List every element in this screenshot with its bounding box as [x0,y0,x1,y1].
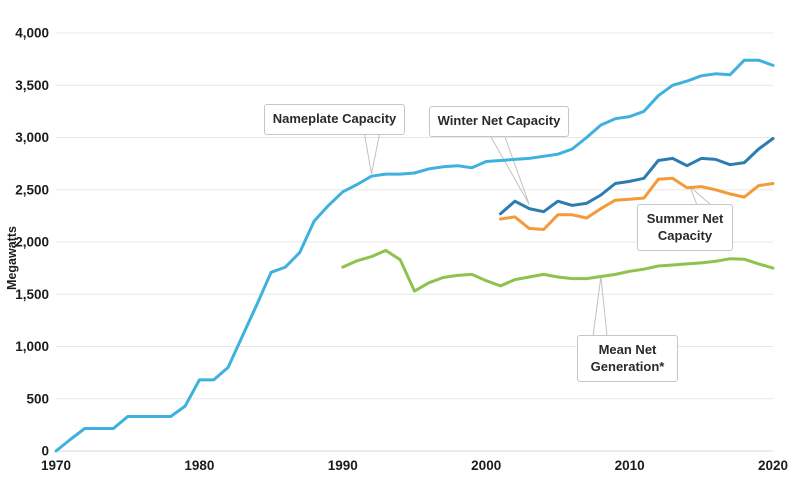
callout-winter-label: Winter Net Capacity [437,113,561,129]
y-tick-label: 500 [26,391,49,406]
y-tick-label: 1,500 [15,287,49,302]
callout-mean-net-generation: Mean Net Generation* [577,335,678,382]
y-tick-label: 2,500 [15,182,49,197]
y-tick-label: 3,500 [15,78,49,93]
callout-summer-net-capacity: Summer Net Capacity [637,204,733,251]
y-tick-label: 0 [41,444,49,459]
y-tick-label: 4,000 [15,26,49,41]
callout-leader-line [490,136,530,205]
x-tick-label: 1980 [184,458,214,473]
x-tick-label: 1970 [41,458,71,473]
callout-nameplate-capacity: Nameplate Capacity [264,104,405,135]
y-tick-label: 2,000 [15,235,49,250]
y-tick-label: 1,000 [15,339,49,354]
callout-winter-net-capacity: Winter Net Capacity [429,106,569,137]
x-tick-label: 2010 [615,458,645,473]
y-tick-label: 3,000 [15,130,49,145]
series-line-summer [499,176,775,231]
series-line-mean_generation [341,248,775,293]
callout-leader-line [364,133,380,175]
x-tick-label: 2000 [471,458,501,473]
y-axis-title: Megawatts [5,226,19,290]
callout-mean-label: Mean Net Generation* [590,342,665,374]
x-tick-label: 1990 [328,458,358,473]
series-line-winter [499,137,775,216]
x-tick-label: 2020 [758,458,788,473]
callout-leader-line [592,276,608,337]
series-line-nameplate [54,58,775,453]
callout-summer-label: Summer Net Capacity [646,211,724,243]
callout-nameplate-label: Nameplate Capacity [272,111,397,127]
